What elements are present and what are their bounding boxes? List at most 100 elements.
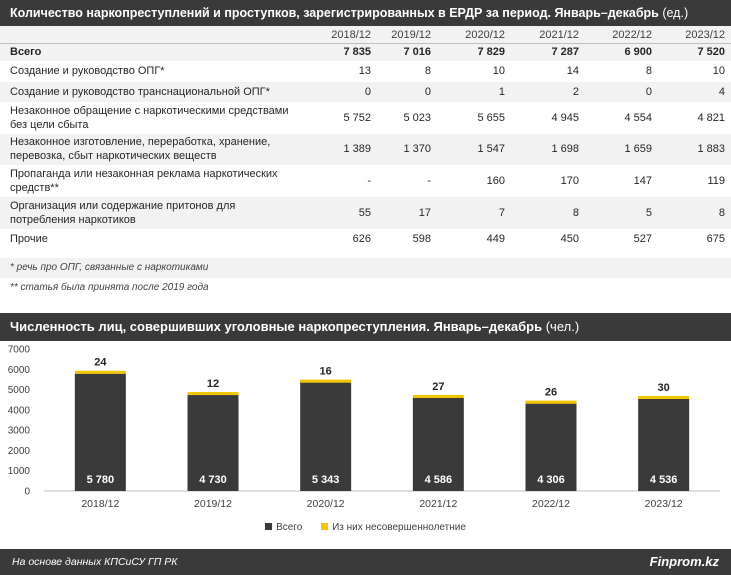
table-row: Всего 7 835 7 016 7 829 7 287 6 900 7 520 — [0, 43, 731, 61]
y-tick-label: 6000 — [8, 365, 31, 376]
bar-minors — [300, 379, 352, 383]
cell-value: 8 — [511, 196, 585, 229]
bar-total-label: 4 536 — [650, 474, 678, 486]
legend-swatch-minors — [321, 523, 329, 530]
cell-value: 147 — [633, 174, 652, 187]
cell-value: 5 752 — [343, 111, 371, 124]
cell-value: 7 287 — [511, 43, 585, 61]
cell-value: 7 — [437, 196, 511, 229]
cell-value: 4 554 — [624, 111, 652, 124]
footer: На основе данных КПСиСУ ГП РК Finprom.kz — [0, 549, 731, 575]
cell-value: 450 — [560, 233, 579, 245]
cell-value: 4 945 — [551, 111, 579, 124]
cell-value: 7 520 — [658, 43, 731, 61]
bar-total — [300, 382, 352, 491]
table-row: Создание и руководство транснациональной… — [0, 81, 731, 102]
crime-table: 2018/12 2019/12 2020/12 2021/12 2022/12 … — [0, 26, 731, 250]
row-label: Всего — [0, 43, 302, 61]
column-header: 2019/12 — [377, 26, 437, 44]
bar-minors — [187, 392, 239, 396]
cell-value: 8 — [645, 65, 652, 77]
legend-item-minors: Из них несовершеннолетние — [321, 522, 466, 533]
cell-value: 1 547 — [437, 133, 511, 165]
cell-value: 8 — [658, 196, 731, 229]
bar-total-label: 4 586 — [425, 474, 453, 486]
persons-bar-chart: 0 1000 2000 3000 4000 5000 6000 7000 5 780 24 2018… — [8, 345, 720, 510]
cell-value: 0 — [302, 81, 377, 102]
cell-value: 1 659 — [585, 133, 658, 165]
cell-value: 10 — [712, 65, 725, 77]
bar-minors-label: 16 — [320, 366, 332, 378]
row-label: Создание и руководство транснациональной… — [0, 81, 302, 102]
x-tick-label: 2023/12 — [645, 498, 683, 510]
bar-total-label: 5 343 — [312, 474, 340, 486]
legend-label-minors: Из них несовершеннолетние — [332, 522, 466, 533]
cell-value: 4 — [658, 81, 731, 102]
table-row: Незаконное обращение с наркотическими ср… — [0, 102, 731, 134]
x-tick-label: 2019/12 — [194, 498, 232, 510]
cell-value: 170 — [560, 174, 579, 187]
bar-total — [187, 395, 239, 491]
cell-value: 14 — [566, 65, 579, 77]
bar-total-label: 5 780 — [87, 474, 115, 486]
cell-value: 160 — [486, 174, 505, 187]
chart-title: Численность лиц, совершивших уголовные н… — [10, 319, 543, 334]
cell-value: - — [367, 174, 371, 187]
cell-value: 7 829 — [437, 43, 511, 61]
bar-minors — [74, 370, 126, 374]
y-tick-label: 2000 — [8, 446, 31, 457]
x-tick-label: 2021/12 — [419, 498, 457, 510]
cell-value: 10 — [492, 65, 505, 77]
table-row: Прочие 626 598 449 450 527 675 — [0, 229, 731, 250]
row-label: Пропаганда или незаконная реклама наркот… — [10, 167, 278, 194]
cell-value: 1 698 — [511, 133, 585, 165]
cell-value: 5 023 — [403, 111, 431, 124]
bar-total-label: 4 730 — [199, 474, 227, 486]
y-tick-label: 3000 — [8, 426, 31, 437]
cell-value: 17 — [377, 196, 437, 229]
table-row: Создание и руководство ОПГ* 13 8 10 14 8 10 — [0, 61, 731, 82]
cell-value: 675 — [706, 233, 725, 245]
table-row: Организация или содержание притонов для … — [0, 196, 731, 229]
chart-header: Численность лиц, совершивших уголовные н… — [0, 313, 731, 341]
column-header: 2022/12 — [585, 26, 658, 44]
cell-value: 119 — [707, 174, 725, 187]
row-label: Незаконное обращение с наркотическими ср… — [10, 104, 289, 131]
cell-value: 2 — [511, 81, 585, 102]
row-label: Прочие — [10, 233, 48, 245]
cell-value: 5 — [585, 196, 658, 229]
cell-value: 626 — [352, 233, 371, 245]
cell-value: 6 900 — [585, 43, 658, 61]
row-label: Создание и руководство ОПГ* — [10, 65, 165, 77]
cell-value: 55 — [302, 196, 377, 229]
footnote-article: ** статья была принята после 2019 года — [10, 282, 209, 293]
column-header: 2023/12 — [658, 26, 731, 44]
cell-value: - — [427, 174, 431, 187]
cell-value: 527 — [633, 233, 652, 245]
bar-total — [74, 373, 126, 491]
bar-minors-label: 24 — [94, 357, 107, 369]
bar-total — [525, 403, 577, 491]
column-header: 2018/12 — [302, 26, 377, 44]
table-unit: (ед.) — [662, 6, 689, 20]
cell-value: 8 — [424, 65, 431, 77]
footnote-opg: * речь про ОПГ, связанные с наркотиками — [0, 258, 731, 278]
bar-minors-label: 26 — [545, 387, 557, 399]
table-row: Пропаганда или незаконная реклама наркот… — [0, 165, 731, 197]
y-tick-label: 7000 — [8, 345, 31, 356]
table-title: Количество наркопреступлений и проступко… — [10, 6, 659, 20]
cell-value: 1 389 — [302, 133, 377, 165]
cell-value: 0 — [377, 81, 437, 102]
cell-value: 13 — [358, 65, 371, 77]
cell-value: 7 835 — [302, 43, 377, 61]
table-header-row: 2018/12 2019/12 2020/12 2021/12 2022/12 … — [0, 26, 731, 44]
column-header: 2020/12 — [437, 26, 511, 44]
bar-minors — [525, 400, 577, 404]
x-tick-label: 2018/12 — [81, 498, 119, 510]
row-label: Организация или содержание притонов для … — [0, 196, 302, 229]
bar-total — [412, 397, 464, 491]
cell-value: 1 883 — [658, 133, 731, 165]
table-row: Незаконное изготовление, переработка, хр… — [0, 133, 731, 165]
x-tick-label: 2022/12 — [532, 498, 570, 510]
bar-minors-label: 30 — [658, 382, 670, 394]
